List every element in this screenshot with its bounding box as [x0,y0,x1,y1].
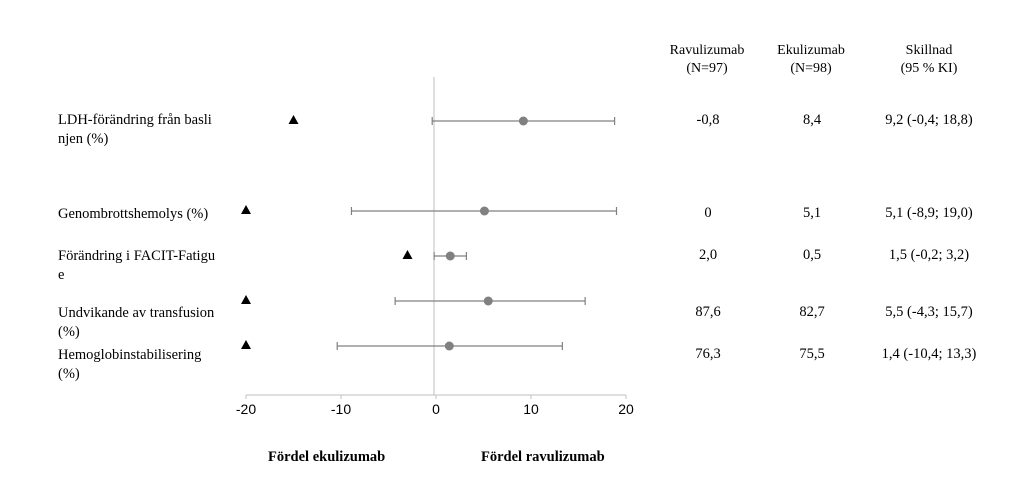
cell-skillnad-transfusion: 5,5 (-4,3; 15,7) [885,304,973,320]
column-header-ravulizumab-n: (N=97) [686,61,728,76]
row-label-transfusion: Undvikande av transfusion (%) [58,305,215,340]
triangle-marker [288,115,299,124]
x-tick-label: 20 [618,401,634,417]
column-header-skillnad-ci: (95 % KI) [900,61,958,76]
cell-skillnad-facit: 1,5 (-0,2; 3,2) [888,247,970,263]
x-tick-label: 10 [523,401,539,417]
column-header-ekulizumab-name: Ekulizumab [777,43,845,58]
triangle-marker [241,295,251,304]
cell-ravulizumab-facit: 2,0 [698,247,718,263]
cell-ravulizumab-transfusion: 87,6 [695,304,721,320]
row-label-hemoglobin: Hemoglobinstabilisering (%) [58,347,202,382]
column-header-skillnad: Skillnad (95 % KI) [869,42,989,78]
row-label-facit: Förändring i FACIT-Fatigue [58,248,216,283]
footer-label-favours-ravulizumab: Fördel ravulizumab [481,449,605,465]
point-estimate [518,116,528,126]
column-header-ekulizumab-n: (N=98) [790,61,832,76]
cell-ekulizumab-ldh: 8,4 [802,112,822,128]
cell-skillnad-genombrott: 5,1 (-8,9; 19,0) [885,205,973,221]
x-tick-label: -20 [236,401,256,417]
column-header-ekulizumab: Ekulizumab (N=98) [751,42,871,78]
point-estimate [483,296,493,306]
x-tick-label: -10 [331,401,351,417]
triangle-marker [241,205,251,214]
triangle-marker [241,340,251,349]
cell-ekulizumab-facit: 0,5 [802,247,822,263]
point-estimate [445,251,455,261]
column-header-ravulizumab-name: Ravulizumab [669,43,745,58]
cell-skillnad-ldh: 9,2 (-0,4; 18,8) [885,112,973,128]
cell-ravulizumab-ldh: -0,8 [696,112,720,128]
point-estimate [479,206,489,216]
cell-ravulizumab-genombrott: 0 [704,205,712,221]
point-estimate [444,341,454,351]
row-label-ldh: LDH-förändring från baslinjen (%) [58,112,212,147]
cell-ekulizumab-genombrott: 5,1 [802,205,822,221]
cell-ekulizumab-hemoglobin: 75,5 [799,346,825,362]
column-header-ravulizumab: Ravulizumab (N=97) [647,42,767,78]
cell-ekulizumab-transfusion: 82,7 [799,304,825,320]
column-header-skillnad-name: Skillnad [905,43,953,58]
cell-ravulizumab-hemoglobin: 76,3 [695,346,721,362]
triangle-marker [402,250,413,259]
cell-skillnad-hemoglobin: 1,4 (-10,4; 13,3) [881,346,977,362]
footer-label-favours-ekulizumab: Fördel ekulizumab [268,449,386,465]
row-label-genombrott: Genombrottshemolys (%) [58,206,209,222]
x-tick-label: 0 [432,401,440,417]
